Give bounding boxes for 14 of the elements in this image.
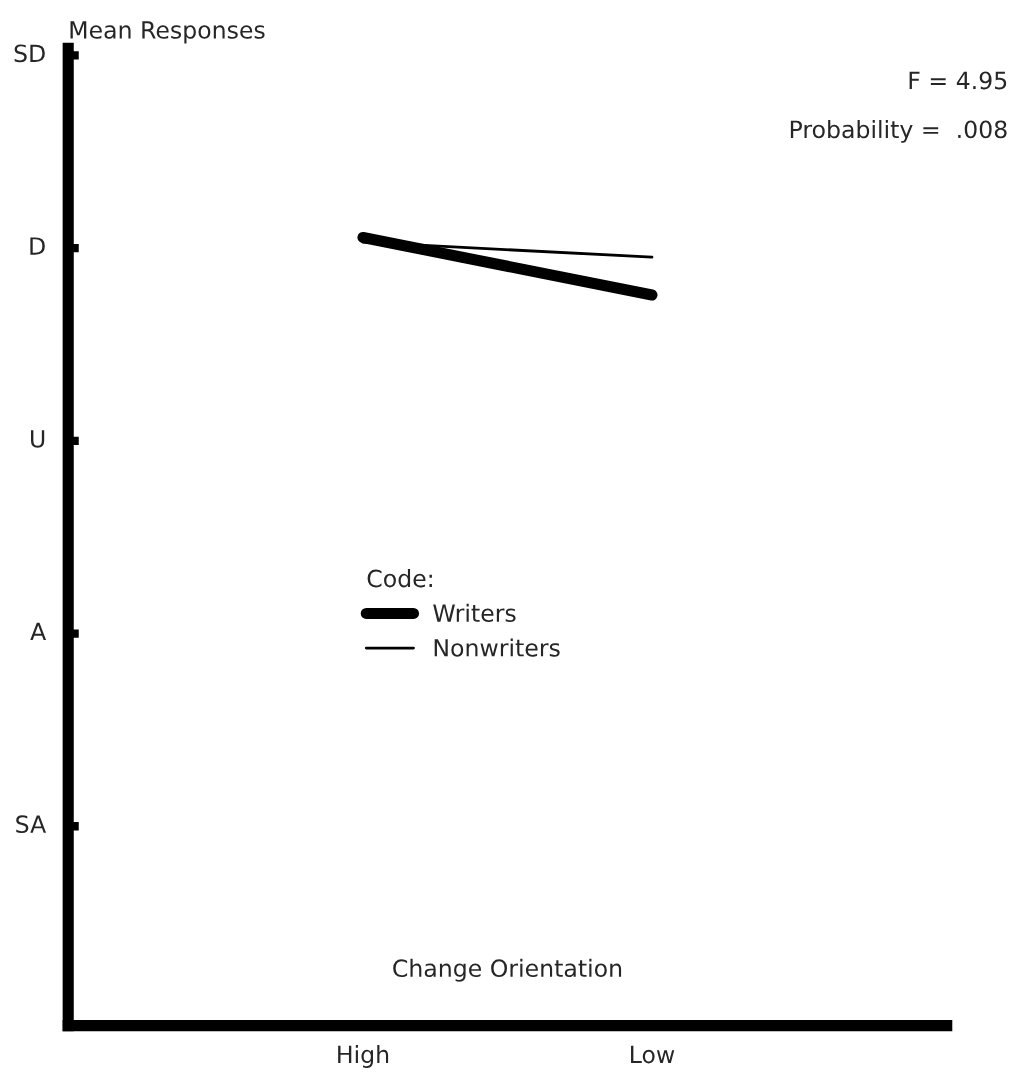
text: F = 4.95 [909, 71, 1007, 90]
text: Probability = .008 [790, 119, 1007, 143]
text: U [31, 430, 45, 448]
legend-title: Code: [367, 569, 432, 588]
text: SD [14, 44, 45, 63]
text: SA [16, 815, 47, 834]
text: Mean Responses [70, 21, 265, 44]
text: D [30, 237, 45, 255]
x-tick-label: High [338, 1045, 389, 1068]
legend-label: Nonwriters [434, 638, 560, 657]
legend-label: Writers [433, 603, 516, 623]
text: A [30, 622, 47, 641]
x-axis-title: Change Orientation [393, 958, 622, 982]
x-tick-label: Low [631, 1045, 675, 1064]
